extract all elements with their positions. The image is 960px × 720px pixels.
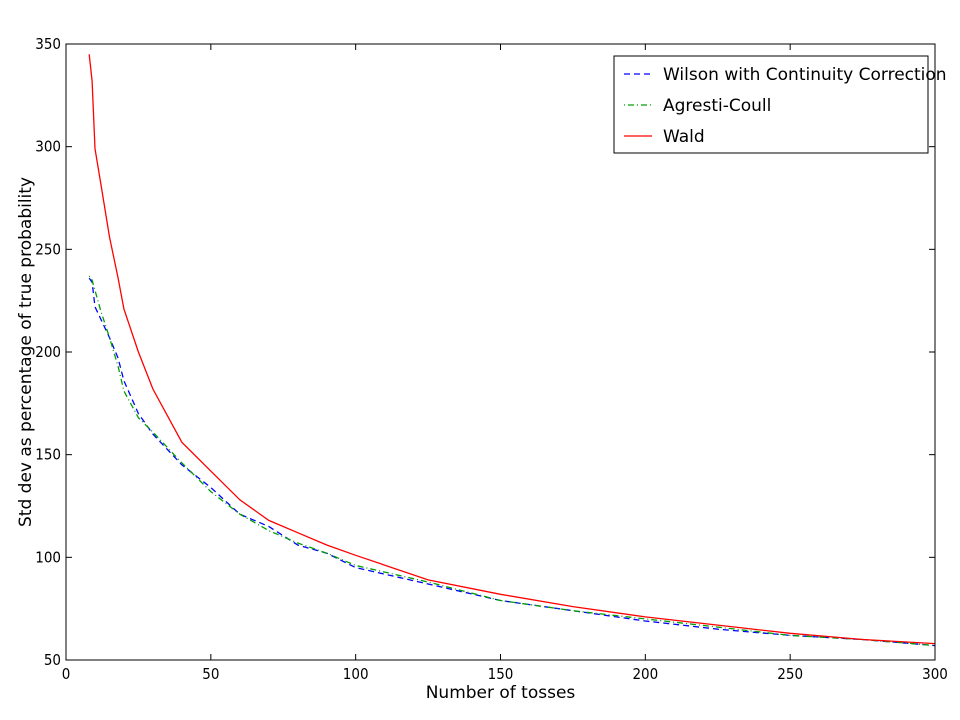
x-tick-label: 300 xyxy=(922,665,948,683)
x-tick-label: 50 xyxy=(202,665,219,683)
legend-label: Wilson with Continuity Correction xyxy=(663,65,947,85)
x-tick-label: 200 xyxy=(632,665,658,683)
legend-label: Wald xyxy=(663,127,705,147)
legend: Wilson with Continuity Correction Agresti… xyxy=(613,55,947,154)
series-line-2 xyxy=(88,54,936,645)
plot-lines xyxy=(88,54,936,647)
y-axis-label: Std dev as percentage of true probabilit… xyxy=(16,177,36,527)
series-line-0 xyxy=(88,277,936,647)
x-tick-label: 250 xyxy=(777,665,803,683)
x-tick-label: 0 xyxy=(62,665,71,683)
y-tick-label: 50 xyxy=(44,651,61,669)
y-tick-label: 300 xyxy=(35,138,61,156)
x-axis-label: Number of tosses xyxy=(426,683,576,703)
x-tick-label: 100 xyxy=(343,665,369,683)
y-tick-label: 200 xyxy=(35,343,61,361)
y-tick-label: 350 xyxy=(35,35,61,53)
y-tick-label: 100 xyxy=(35,548,61,566)
x-tick-label: 150 xyxy=(488,665,514,683)
legend-box xyxy=(613,55,929,154)
series-line-1 xyxy=(88,275,936,647)
legend-label: Agresti-Coull xyxy=(663,96,771,116)
y-tick-label: 250 xyxy=(35,240,61,258)
y-tick-label: 150 xyxy=(35,446,61,464)
